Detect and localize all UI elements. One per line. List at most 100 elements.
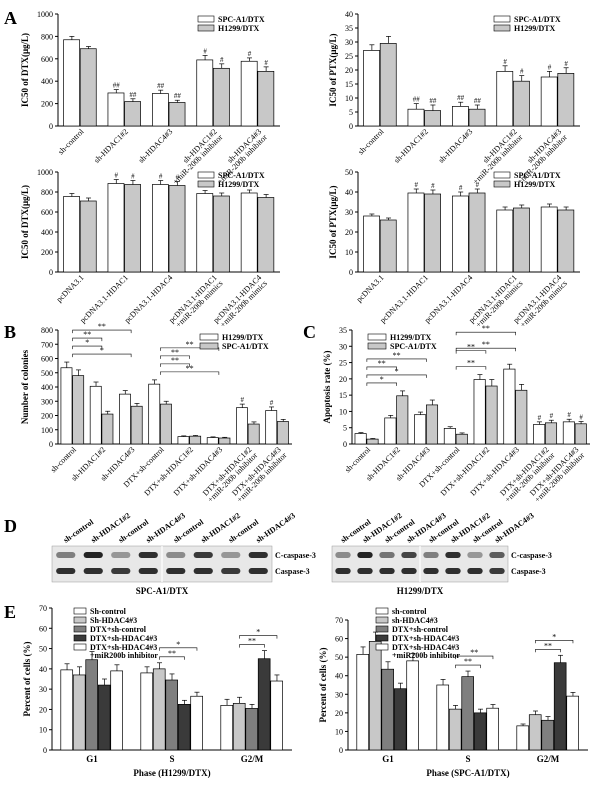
bar (407, 108, 425, 127)
y-axis-label: IC50 of DTX(μg/L) (20, 185, 30, 259)
band-caspase-3 (489, 568, 505, 574)
band-c-caspase-3 (56, 552, 76, 558)
bar (124, 184, 141, 273)
bar (89, 385, 102, 445)
band-c-caspase-3 (138, 552, 158, 558)
significance-mark: # (176, 174, 180, 182)
bar (553, 662, 567, 751)
legend-label: +miR200b inhibitor (392, 651, 460, 660)
band-c-caspase-3 (248, 552, 268, 558)
band-caspase-3 (335, 568, 351, 574)
chart-e2: 0 10 20 30 40 50 60 70 Percent of cells (%) G1 S G2… (318, 607, 588, 778)
band-c-caspase-3 (221, 552, 241, 558)
panel-label-c: C (303, 322, 316, 342)
legend-label: +miR200b inhibitor (90, 651, 158, 660)
band-c-caspase-3 (379, 552, 395, 558)
bar (407, 192, 425, 273)
significance-bracket (455, 366, 487, 370)
bar (152, 668, 166, 751)
legend-swatch (73, 625, 87, 633)
significance-bracket (455, 664, 481, 669)
significance-label: * (100, 346, 104, 355)
legend-swatch (197, 171, 215, 179)
significance-mark: # (567, 411, 571, 419)
significance-mark: ## (429, 97, 437, 105)
bar (557, 209, 575, 273)
band-caspase-3 (445, 568, 461, 574)
significance-mark: # (431, 182, 435, 190)
legend-swatch (375, 607, 389, 615)
bar (97, 684, 111, 751)
y-axis-label: IC50 of PTX(μg/L) (328, 185, 338, 258)
band-caspase-3 (193, 568, 213, 574)
significance-mark: ## (113, 82, 121, 90)
significance-label: ** (171, 348, 179, 357)
y-tick-label: 10 (39, 726, 47, 735)
band-caspase-3 (423, 568, 439, 574)
bar (257, 197, 275, 273)
significance-mark: # (220, 56, 224, 64)
significance-bracket (72, 353, 132, 358)
significance-bracket (366, 382, 397, 386)
significance-label: * (85, 338, 89, 347)
bar (165, 679, 178, 751)
bar (541, 719, 554, 751)
significance-bracket (159, 647, 198, 651)
significance-mark: ## (474, 97, 482, 105)
bar (396, 395, 409, 445)
bar (426, 404, 439, 445)
x-tick-label: sh-HDAC1#2 (92, 127, 130, 165)
legend-label: H1299/DTX (514, 24, 556, 33)
bar (110, 670, 123, 751)
legend-label: SPC-A1/DTX (218, 15, 265, 24)
x-tick-label: pcDNA3.1 (355, 273, 386, 304)
blot-caption: H1299/DTX (397, 586, 444, 596)
significance-bracket (366, 358, 427, 362)
significance-label: ** (168, 649, 176, 658)
bar (270, 680, 283, 751)
legend-label: H1299/DTX (222, 333, 264, 342)
legend-label: H1299/DTX (390, 333, 432, 342)
y-tick-label: 15 (345, 80, 353, 89)
bar (381, 668, 394, 751)
legend-label: SPC-A1/DTX (218, 171, 265, 180)
bar (513, 80, 530, 127)
bar (265, 410, 278, 445)
y-tick-label: 0 (349, 268, 353, 277)
bar (247, 423, 260, 445)
legend-swatch (199, 333, 219, 341)
significance-bracket (366, 366, 397, 370)
significance-label: ** (482, 324, 490, 333)
y-tick-label: 200 (41, 412, 53, 421)
y-tick-label: 35 (345, 24, 353, 33)
legend-label: SPC-A1/DTX (514, 171, 561, 180)
legend-swatch (73, 607, 87, 615)
bar (240, 60, 258, 127)
significance-mark: # (248, 50, 252, 58)
y-tick-label: 5 (343, 424, 347, 433)
x-tick-label: S (465, 754, 470, 764)
x-axis-label: Phase (H1299/DTX) (133, 768, 210, 778)
x-tick-label: sh-control (343, 445, 373, 475)
bar (414, 414, 427, 445)
band-caspase-3 (401, 568, 417, 574)
bar (177, 704, 191, 751)
x-axis-label: Phase (SPC-A1/DTX) (426, 768, 509, 778)
bar (566, 695, 579, 751)
chart-b: 0 100 200 300 400 500 600 700 800 Number of colon… (20, 322, 292, 504)
significance-bracket (366, 374, 427, 378)
x-tick-label: sh-HDAC4#3 (437, 127, 475, 165)
bar (496, 209, 514, 273)
panel-label-b: B (4, 322, 16, 342)
significance-mark: # (459, 184, 463, 192)
legend-swatch (199, 342, 219, 350)
panel-label-a: A (4, 8, 17, 28)
legend-swatch (197, 24, 215, 32)
bar (455, 433, 468, 445)
y-tick-label: 30 (345, 38, 353, 47)
bar (468, 108, 486, 127)
bar (562, 421, 575, 445)
chart-c: 0 5 10 15 20 25 30 35 Apoptosis rate (%) # # # # sh-c… (322, 324, 590, 504)
significance-bracket (160, 371, 220, 375)
